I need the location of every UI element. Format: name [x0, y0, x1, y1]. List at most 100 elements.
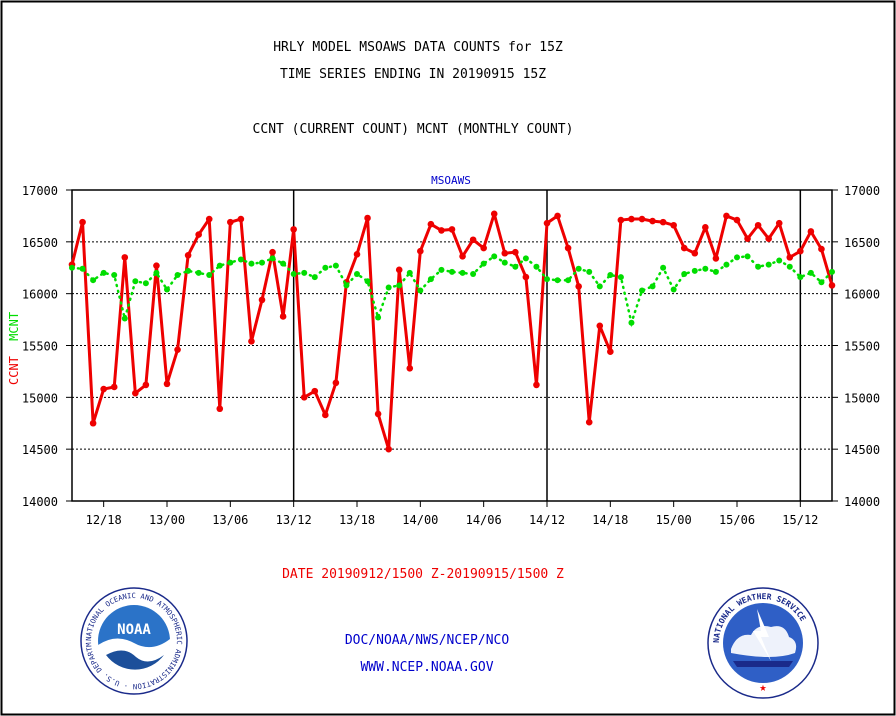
- data-point-mcnt: [290, 270, 297, 277]
- data-point-mcnt: [322, 264, 329, 271]
- data-point-mcnt: [301, 269, 308, 276]
- x-tick-label: 14/06: [466, 513, 502, 527]
- data-point-ccnt: [585, 418, 593, 426]
- data-point-ccnt: [818, 245, 825, 253]
- data-point-ccnt: [364, 214, 371, 222]
- panel-label: MSOAWS: [431, 174, 471, 187]
- y-tick-label-left: 16500: [22, 236, 58, 250]
- data-point-mcnt: [332, 262, 339, 269]
- data-point-mcnt: [755, 263, 762, 270]
- data-point-ccnt: [438, 227, 445, 234]
- data-point-ccnt: [110, 383, 118, 391]
- data-point-ccnt: [617, 216, 625, 224]
- data-point-mcnt: [449, 268, 455, 275]
- x-tick-label: 15/00: [656, 513, 692, 527]
- data-point-ccnt: [459, 253, 466, 260]
- data-point-mcnt: [153, 269, 160, 276]
- y-tick-label-right: 14000: [844, 495, 880, 509]
- data-point-mcnt: [829, 268, 835, 275]
- data-point-mcnt: [744, 253, 751, 260]
- data-point-ccnt: [163, 380, 171, 388]
- plot-area: 14000 14000 14500 14500 15000 15000 15500 15500…: [22, 184, 880, 527]
- data-point-mcnt: [427, 276, 434, 283]
- data-point-mcnt: [544, 276, 550, 283]
- data-point-ccnt: [184, 252, 192, 259]
- data-point-ccnt: [427, 220, 435, 228]
- data-point-ccnt: [554, 212, 561, 220]
- data-point-ccnt: [89, 419, 97, 427]
- data-point-ccnt: [501, 249, 509, 257]
- data-point-mcnt: [702, 265, 709, 272]
- data-point-mcnt: [596, 283, 603, 290]
- data-point-ccnt: [300, 394, 308, 401]
- data-point-mcnt: [417, 287, 424, 294]
- data-point-mcnt: [607, 272, 614, 279]
- data-point-mcnt: [786, 263, 793, 270]
- noaa-logo-text: NOAA: [117, 622, 151, 638]
- data-point-ccnt: [533, 381, 540, 389]
- data-point-ccnt: [712, 255, 720, 262]
- y-tick-label-right: 16500: [844, 236, 880, 250]
- data-point-mcnt: [734, 254, 740, 261]
- data-point-mcnt: [206, 272, 213, 279]
- data-point-mcnt: [248, 260, 255, 267]
- data-point-ccnt: [765, 235, 772, 243]
- data-point-mcnt: [628, 319, 635, 326]
- data-point-ccnt: [807, 228, 815, 235]
- data-point-mcnt: [185, 267, 192, 274]
- data-point-ccnt: [395, 266, 403, 274]
- data-point-ccnt: [564, 244, 572, 252]
- data-point-mcnt: [385, 284, 392, 291]
- data-point-ccnt: [248, 338, 255, 345]
- data-point-ccnt: [659, 218, 667, 226]
- data-point-mcnt: [132, 278, 139, 285]
- data-point-ccnt: [332, 379, 340, 387]
- x-tick-label: 13/12: [276, 513, 312, 527]
- data-point-mcnt: [797, 274, 804, 281]
- data-point-mcnt: [269, 255, 276, 262]
- x-tick-label: 13/06: [212, 513, 248, 527]
- data-point-mcnt: [174, 272, 181, 279]
- data-point-mcnt: [807, 269, 814, 276]
- data-point-mcnt: [111, 272, 118, 279]
- chart-title-line1: HRLY MODEL MSOAWS DATA COUNTS for 15Z: [273, 40, 563, 55]
- data-point-mcnt: [195, 269, 202, 276]
- y-tick-label-left: 14000: [22, 495, 58, 509]
- data-point-mcnt: [712, 268, 719, 275]
- y-tick-label-left: 16000: [22, 288, 58, 302]
- data-point-ccnt: [279, 313, 287, 320]
- data-point-ccnt: [691, 249, 699, 257]
- data-point-mcnt: [216, 262, 223, 269]
- data-point-mcnt: [227, 259, 234, 266]
- data-point-mcnt: [522, 255, 529, 262]
- y-tick-label-right: 14500: [844, 443, 880, 457]
- x-tick-label: 15/12: [782, 513, 818, 527]
- y-tick-label-right: 16000: [844, 288, 880, 302]
- data-point-ccnt: [216, 405, 224, 413]
- nws-logo-star: ★: [759, 680, 766, 694]
- y-tick-label-left: 17000: [22, 184, 58, 198]
- x-tick-label: 13/00: [149, 513, 185, 527]
- data-point-ccnt: [121, 254, 129, 261]
- data-point-mcnt: [670, 286, 677, 293]
- data-point-ccnt: [702, 224, 709, 231]
- data-point-ccnt: [142, 381, 150, 389]
- data-point-ccnt: [512, 248, 519, 256]
- data-point-mcnt: [554, 277, 561, 284]
- data-point-mcnt: [533, 263, 540, 270]
- data-point-mcnt: [660, 264, 667, 271]
- data-point-ccnt: [733, 216, 741, 224]
- y-axis-label-mcnt: MCNT: [7, 312, 21, 341]
- noaa-logo: NOAA NATIONAL OCEANIC AND ATMOSPHERIC AD…: [80, 587, 188, 695]
- data-point-ccnt: [480, 244, 487, 252]
- data-point-ccnt: [205, 215, 213, 223]
- data-point-ccnt: [448, 226, 456, 233]
- data-point-mcnt: [142, 280, 149, 287]
- data-point-ccnt: [775, 219, 783, 227]
- footer-org: DOC/NOAA/NWS/NCEP/NCO: [345, 633, 510, 648]
- data-point-ccnt: [79, 218, 86, 226]
- data-point-mcnt: [723, 261, 730, 268]
- data-point-ccnt: [258, 296, 266, 304]
- date-range: DATE 20190912/1500 Z-20190915/1500 Z: [282, 567, 564, 582]
- data-point-ccnt: [638, 215, 646, 223]
